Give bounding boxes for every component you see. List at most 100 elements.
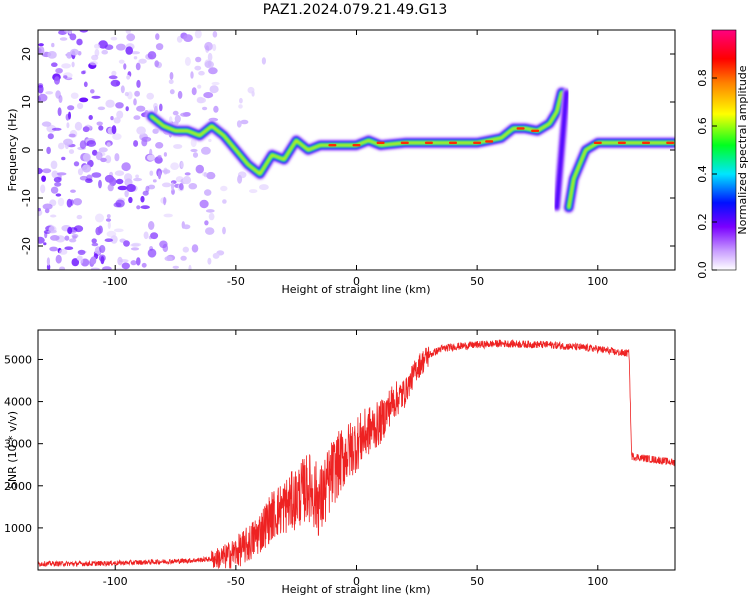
spectral-speckle (55, 193, 62, 197)
spectral-speckle (72, 235, 77, 240)
spectral-speckle (190, 138, 197, 148)
spectral-speckle (63, 75, 68, 79)
spectral-speckle (115, 102, 124, 109)
spectral-speckle (149, 170, 154, 176)
ridge-peak-mark (352, 144, 361, 147)
y-tick-label: 0 (20, 147, 33, 154)
spectral-speckle (211, 81, 220, 86)
spectral-speckle (73, 198, 82, 206)
spectral-speckle (157, 154, 162, 159)
spectral-speckle (79, 30, 89, 33)
spectral-speckle (38, 167, 43, 175)
spectral-speckle (47, 51, 57, 59)
spectral-speckle (163, 213, 173, 218)
ridge-main-layer (145, 86, 568, 180)
spectral-speckle (180, 255, 187, 261)
spectral-speckle (77, 168, 84, 176)
spectral-speckle (173, 144, 183, 149)
ridge-peak-mark (593, 141, 602, 144)
spectral-speckle (86, 140, 97, 147)
spectral-speckle (42, 203, 53, 210)
spectral-speckle (91, 242, 99, 247)
spectral-speckle (97, 106, 106, 111)
spectral-speckle (126, 184, 136, 192)
ridge-peak-mark (485, 140, 494, 143)
colorbar-label: Normalized spectral amplitude (736, 65, 749, 234)
spectral-speckle (114, 267, 124, 270)
spectral-speckle (111, 70, 117, 76)
spectral-speckle (195, 164, 204, 174)
spectral-speckle (70, 189, 76, 193)
spectral-speckle (95, 226, 102, 236)
spectral-speckle (61, 156, 66, 161)
colorbar-gradient (711, 29, 737, 271)
snr-y-axis-label: SNR (10 * v/v) (6, 411, 19, 489)
spectral-speckle (104, 44, 114, 50)
figure-title: PAZ1.2024.079.21.49.G13 (263, 2, 448, 18)
spectral-speckle (76, 38, 83, 46)
spectral-speckle (205, 209, 215, 213)
x-tick-label: 50 (470, 275, 484, 288)
spectral-speckle (83, 81, 88, 88)
colorbar-tick-label: 0.4 (696, 165, 709, 183)
colorbar-tick-label: 0.8 (696, 69, 709, 87)
snr-x-axis-label: Height of straight line (km) (281, 583, 430, 596)
spectral-speckle (94, 43, 101, 49)
spectral-speckle (136, 126, 146, 135)
spectral-speckle (140, 195, 145, 203)
spectral-speckle (102, 266, 112, 270)
spectral-speckle (199, 199, 209, 209)
spectral-speckle (76, 255, 83, 261)
spectral-speckle (155, 142, 164, 149)
spectral-speckle (182, 224, 191, 230)
spectral-speckle (172, 110, 179, 116)
spectral-speckle (70, 48, 79, 56)
spectral-speckle (104, 174, 115, 183)
spectral-speckle (105, 218, 112, 222)
spectral-speckle (120, 85, 125, 94)
spectral-speckle (91, 172, 102, 178)
spectral-speckle (204, 189, 212, 196)
spectral-speckle (50, 186, 59, 194)
spectral-speckle (105, 155, 112, 164)
spectral-speckle (188, 264, 192, 270)
spectral-speckle (61, 63, 71, 69)
ridge-peak-mark (400, 141, 409, 144)
ridge-peak-mark (516, 127, 525, 130)
spectral-speckle (197, 97, 206, 104)
spectral-speckle (113, 228, 124, 233)
spectral-speckle (44, 208, 50, 214)
x-tick-label: 100 (587, 575, 608, 588)
spectral-speckle (79, 140, 87, 150)
spectral-speckle (125, 106, 129, 112)
spectral-speckle (49, 246, 58, 252)
spectral-speckle (81, 164, 92, 173)
spectral-speckle (138, 58, 147, 64)
spectral-speckle (183, 34, 193, 42)
spectral-speckle (50, 214, 57, 218)
spectral-speckle (59, 37, 68, 41)
spectral-speckle (208, 138, 212, 143)
spectral-speckle (116, 43, 126, 51)
spectral-speckle (163, 196, 167, 206)
y-tick-label: -20 (20, 237, 33, 255)
spectral-speckle (57, 197, 65, 207)
spectral-speckle (101, 49, 108, 55)
spectral-speckle (43, 242, 47, 246)
spectral-speckle (110, 36, 118, 41)
spectral-speckle (146, 92, 154, 100)
snr-panel: -100 -50 0 50 100 1000 2000 3000 4000 5000 Heigh… (4, 329, 676, 596)
spectral-speckle (212, 31, 218, 38)
spectral-speckle (91, 238, 97, 244)
spectral-speckle (73, 225, 84, 233)
spectral-speckle (57, 107, 62, 117)
spectral-speckle (104, 238, 114, 242)
spectral-speckle (107, 221, 111, 229)
ridge-peak-mark (376, 141, 385, 144)
spectral-speckle (68, 133, 76, 138)
spectral-speckle (56, 172, 67, 176)
spectral-speckle (174, 114, 181, 123)
spectral-speckle (90, 267, 100, 270)
spectral-speckle (130, 51, 140, 55)
ridge-peak-mark (531, 129, 540, 132)
